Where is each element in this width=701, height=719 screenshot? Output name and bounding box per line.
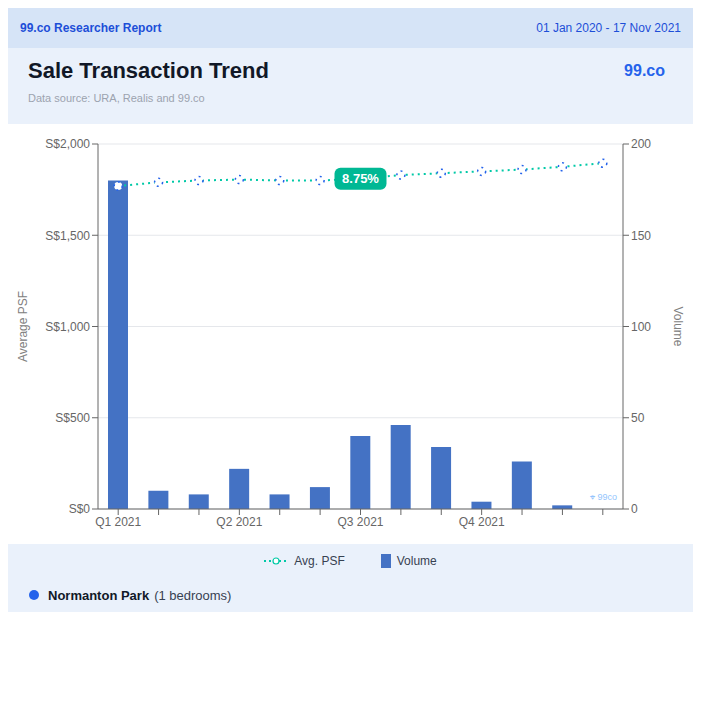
html-text:Data source: URA, Realis and 9: Data source: URA, Realis and 99.co: [28, 92, 205, 104]
svg-text:0: 0: [631, 502, 638, 516]
html-text:Avg. PSF: Avg. PSF: [294, 554, 345, 568]
html-text:Normanton Park (1 bedrooms): Normanton Park (1 bedrooms): [48, 587, 232, 603]
svg-text:50: 50: [631, 411, 645, 425]
svg-text:Average PSF: Average PSF: [16, 291, 30, 362]
svg-text:S$1,000: S$1,000: [45, 320, 90, 334]
svg-text:Q3 2021: Q3 2021: [337, 515, 383, 529]
svg-text:150: 150: [631, 229, 651, 243]
svg-text:Q2 2021: Q2 2021: [216, 515, 262, 529]
html-text:Volume: Volume: [396, 554, 437, 568]
svg-text:100: 100: [631, 320, 651, 334]
html-text:99.co Researcher Report: 99.co Researcher Report: [20, 21, 162, 35]
html-text:Sale Transaction Trend: Sale Transaction Trend: [28, 58, 269, 83]
svg-text:Q1 2021: Q1 2021: [95, 515, 141, 529]
svg-text:S$500: S$500: [55, 411, 90, 425]
svg-text:S$2,000: S$2,000: [45, 137, 90, 151]
html-text:01 Jan 2020 - 17 Nov 2021: 01 Jan 2020 - 17 Nov 2021: [536, 21, 681, 35]
svg-text:Volume: Volume: [671, 306, 685, 346]
svg-text:8.75%: 8.75%: [342, 171, 379, 186]
html-text:⌖ 99co: ⌖ 99co: [590, 492, 617, 502]
svg-text:S$1,500: S$1,500: [45, 229, 90, 243]
html-text:99.co: 99.co: [624, 62, 665, 79]
svg-text:Q4 2021: Q4 2021: [459, 515, 505, 529]
svg-text:200: 200: [631, 137, 651, 151]
svg-text:S$0: S$0: [69, 502, 91, 516]
